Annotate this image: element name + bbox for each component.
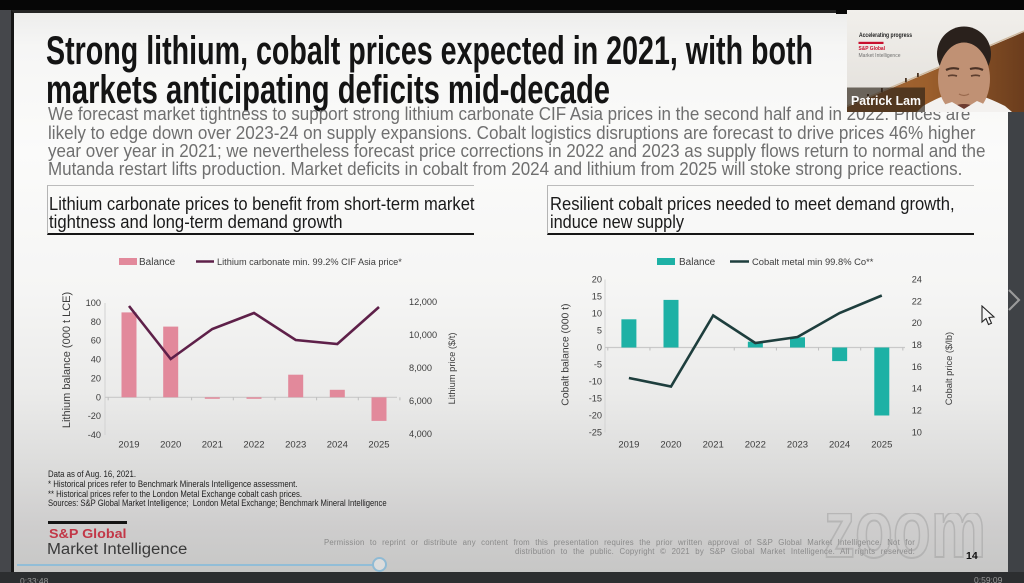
svg-text:2020: 2020 xyxy=(160,440,181,451)
svg-text:14: 14 xyxy=(912,384,922,394)
svg-text:Lithium carbonate min. 99.2% C: Lithium carbonate min. 99.2% CIF Asia pr… xyxy=(217,257,402,267)
svg-text:Accelerating progress: Accelerating progress xyxy=(859,32,912,39)
svg-text:-5: -5 xyxy=(594,360,602,370)
svg-text:2020: 2020 xyxy=(660,440,681,451)
svg-text:6,000: 6,000 xyxy=(409,396,432,406)
svg-text:2025: 2025 xyxy=(871,440,892,451)
svg-text:18: 18 xyxy=(912,340,922,350)
svg-text:S&P Global: S&P Global xyxy=(859,46,886,52)
svg-text:-20: -20 xyxy=(589,411,602,421)
svg-text:Balance: Balance xyxy=(679,257,716,268)
svg-text:Patrick Lam: Patrick Lam xyxy=(851,93,921,108)
svg-text:2023: 2023 xyxy=(787,440,808,451)
svg-text:16: 16 xyxy=(912,362,922,372)
svg-text:2023: 2023 xyxy=(285,440,306,451)
svg-text:2022: 2022 xyxy=(745,440,766,451)
svg-text:15: 15 xyxy=(592,292,602,302)
svg-text:100: 100 xyxy=(86,298,101,308)
svg-text:Cobalt price ($/lb): Cobalt price ($/lb) xyxy=(944,332,954,405)
svg-text:zoom: zoom xyxy=(824,513,986,575)
svg-text:22: 22 xyxy=(912,296,922,306)
svg-text:-20: -20 xyxy=(88,411,101,421)
svg-text:24: 24 xyxy=(912,275,922,285)
svg-text:Lithium balance (000 t LCE): Lithium balance (000 t LCE) xyxy=(61,292,73,428)
svg-text:2019: 2019 xyxy=(118,440,139,451)
svg-text:12,000: 12,000 xyxy=(409,297,437,307)
svg-text:20: 20 xyxy=(91,373,101,383)
svg-text:0: 0 xyxy=(597,343,602,353)
svg-text:5: 5 xyxy=(597,326,602,336)
svg-text:2019: 2019 xyxy=(618,440,639,451)
svg-text:10: 10 xyxy=(912,427,922,437)
svg-text:Market Intelligence: Market Intelligence xyxy=(859,53,901,59)
svg-text:2021: 2021 xyxy=(703,440,724,451)
svg-text:10: 10 xyxy=(592,309,602,319)
svg-text:2022: 2022 xyxy=(243,440,264,451)
svg-text:20: 20 xyxy=(592,275,602,285)
svg-text:-25: -25 xyxy=(589,428,602,438)
svg-text:12: 12 xyxy=(912,406,922,416)
svg-text:2025: 2025 xyxy=(368,440,389,451)
svg-text:2024: 2024 xyxy=(327,440,348,451)
svg-text:2024: 2024 xyxy=(829,440,850,451)
svg-text:-40: -40 xyxy=(88,430,101,440)
svg-text:10,000: 10,000 xyxy=(409,330,437,340)
svg-text:-15: -15 xyxy=(589,394,602,404)
svg-text:Cobalt balance (000 t): Cobalt balance (000 t) xyxy=(561,303,572,405)
svg-text:20: 20 xyxy=(912,318,922,328)
svg-text:40: 40 xyxy=(91,355,101,365)
svg-text:4,000: 4,000 xyxy=(409,429,432,439)
svg-text:80: 80 xyxy=(91,317,101,327)
svg-text:Balance: Balance xyxy=(139,257,176,268)
svg-text:60: 60 xyxy=(91,336,101,346)
svg-text:2021: 2021 xyxy=(202,440,223,451)
svg-text:-10: -10 xyxy=(589,377,602,387)
svg-text:0: 0 xyxy=(96,392,101,402)
svg-text:8,000: 8,000 xyxy=(409,363,432,373)
svg-text:Cobalt metal min 99.8% Co**: Cobalt metal min 99.8% Co** xyxy=(752,256,874,267)
svg-text:Lithium price ($/t): Lithium price ($/t) xyxy=(447,333,457,405)
